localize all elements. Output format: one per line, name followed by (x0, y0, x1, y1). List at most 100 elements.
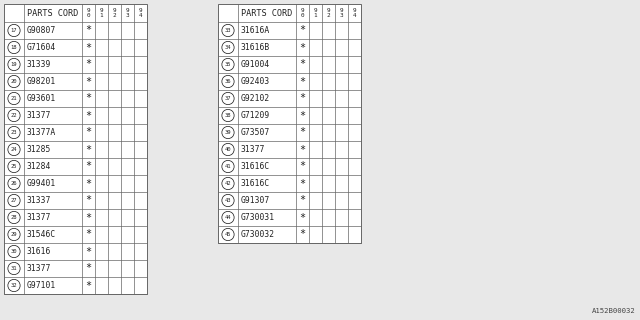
Text: *: * (300, 127, 305, 138)
Text: 31: 31 (11, 266, 17, 271)
Text: *: * (85, 145, 92, 155)
Text: 27: 27 (11, 198, 17, 203)
Text: 22: 22 (11, 113, 17, 118)
Text: 9
3: 9 3 (125, 8, 129, 18)
Text: G71604: G71604 (27, 43, 56, 52)
Text: *: * (85, 212, 92, 222)
Text: 9
2: 9 2 (113, 8, 116, 18)
Text: 20: 20 (11, 79, 17, 84)
Text: *: * (85, 43, 92, 52)
Text: 9
4: 9 4 (353, 8, 356, 18)
Text: 33: 33 (225, 28, 231, 33)
Text: *: * (300, 26, 305, 36)
Text: *: * (85, 196, 92, 205)
Text: *: * (300, 212, 305, 222)
Text: 38: 38 (225, 113, 231, 118)
Text: 9
1: 9 1 (314, 8, 317, 18)
Bar (218, 4, 361, 243)
Text: 31377: 31377 (27, 213, 51, 222)
Text: 29: 29 (11, 232, 17, 237)
Text: *: * (300, 179, 305, 188)
Text: 31285: 31285 (27, 145, 51, 154)
Text: *: * (300, 162, 305, 172)
Text: G98201: G98201 (27, 77, 56, 86)
Text: *: * (300, 229, 305, 239)
Text: G93601: G93601 (27, 94, 56, 103)
Text: *: * (300, 145, 305, 155)
Text: 9
1: 9 1 (100, 8, 103, 18)
Text: G99401: G99401 (27, 179, 56, 188)
Text: G92403: G92403 (241, 77, 270, 86)
Text: *: * (85, 281, 92, 291)
Text: 31616C: 31616C (241, 179, 270, 188)
Text: 31377: 31377 (27, 264, 51, 273)
Text: *: * (85, 179, 92, 188)
Text: PARTS CORD: PARTS CORD (28, 9, 79, 18)
Text: 31377: 31377 (241, 145, 266, 154)
Text: *: * (300, 93, 305, 103)
Text: 44: 44 (225, 215, 231, 220)
Text: 31616: 31616 (27, 247, 51, 256)
Text: 45: 45 (225, 232, 231, 237)
Text: G97101: G97101 (27, 281, 56, 290)
Text: 25: 25 (11, 164, 17, 169)
Text: 31546C: 31546C (27, 230, 56, 239)
Text: 19: 19 (11, 62, 17, 67)
Text: 17: 17 (11, 28, 17, 33)
Text: *: * (85, 246, 92, 257)
Text: *: * (85, 60, 92, 69)
Text: 37: 37 (225, 96, 231, 101)
Text: 9
3: 9 3 (340, 8, 343, 18)
Text: 31377A: 31377A (27, 128, 56, 137)
Text: PARTS CORD: PARTS CORD (241, 9, 292, 18)
Text: 39: 39 (225, 130, 231, 135)
Text: 31616B: 31616B (241, 43, 270, 52)
Text: 42: 42 (225, 181, 231, 186)
Text: *: * (300, 76, 305, 86)
Text: 32: 32 (11, 283, 17, 288)
Text: 34: 34 (225, 45, 231, 50)
Text: *: * (85, 162, 92, 172)
Text: G730031: G730031 (241, 213, 275, 222)
Text: 9
4: 9 4 (139, 8, 142, 18)
Text: 31616A: 31616A (241, 26, 270, 35)
Text: 35: 35 (225, 62, 231, 67)
Text: 36: 36 (225, 79, 231, 84)
Text: *: * (300, 196, 305, 205)
Text: *: * (85, 93, 92, 103)
Text: *: * (85, 110, 92, 121)
Text: *: * (85, 263, 92, 274)
Text: G91307: G91307 (241, 196, 270, 205)
Text: *: * (300, 60, 305, 69)
Text: 23: 23 (11, 130, 17, 135)
Text: 31377: 31377 (27, 111, 51, 120)
Text: 9
0: 9 0 (301, 8, 304, 18)
Text: *: * (85, 76, 92, 86)
Text: 40: 40 (225, 147, 231, 152)
Text: G90807: G90807 (27, 26, 56, 35)
Text: 30: 30 (11, 249, 17, 254)
Text: G71209: G71209 (241, 111, 270, 120)
Text: *: * (85, 26, 92, 36)
Text: 31284: 31284 (27, 162, 51, 171)
Text: G73507: G73507 (241, 128, 270, 137)
Text: 9
0: 9 0 (86, 8, 90, 18)
Text: *: * (85, 127, 92, 138)
Text: 21: 21 (11, 96, 17, 101)
Text: G92102: G92102 (241, 94, 270, 103)
Text: 31616C: 31616C (241, 162, 270, 171)
Text: 43: 43 (225, 198, 231, 203)
Text: A152B00032: A152B00032 (592, 308, 636, 314)
Text: 31339: 31339 (27, 60, 51, 69)
Text: 28: 28 (11, 215, 17, 220)
Text: G730032: G730032 (241, 230, 275, 239)
Text: *: * (300, 43, 305, 52)
Text: 26: 26 (11, 181, 17, 186)
Text: 31337: 31337 (27, 196, 51, 205)
Text: G91004: G91004 (241, 60, 270, 69)
Bar (4, 4, 147, 294)
Text: 24: 24 (11, 147, 17, 152)
Text: 41: 41 (225, 164, 231, 169)
Text: *: * (300, 110, 305, 121)
Text: *: * (85, 229, 92, 239)
